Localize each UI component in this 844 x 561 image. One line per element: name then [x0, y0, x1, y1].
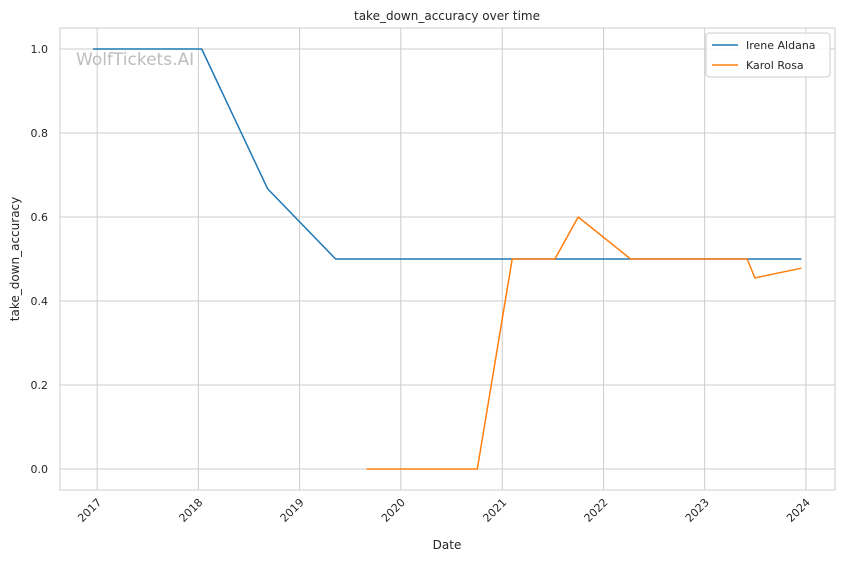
- x-tick-label: 2020: [379, 496, 408, 525]
- y-tick-label: 1.0: [31, 43, 49, 56]
- series-line-1: [366, 216, 802, 470]
- y-tick-label: 0.8: [31, 127, 49, 140]
- x-tick-label: 2018: [176, 496, 205, 525]
- x-tick-label: 2019: [278, 496, 307, 525]
- plot-area: [59, 27, 836, 491]
- legend-label: Karol Rosa: [746, 59, 804, 72]
- legend-box: [705, 32, 831, 78]
- x-tick-label: 2022: [582, 496, 611, 525]
- chart-title: take_down_accuracy over time: [354, 9, 540, 23]
- y-axis: 0.0 0.2 0.4 0.6 0.8 1.0: [31, 43, 49, 476]
- x-tick-label: 2024: [784, 496, 813, 525]
- y-tick-label: 0.4: [31, 295, 49, 308]
- series-lines: [93, 48, 802, 470]
- legend-label: Irene Aldana: [746, 39, 816, 52]
- y-axis-label: take_down_accuracy: [8, 197, 22, 321]
- x-tick-label: 2021: [480, 496, 509, 525]
- y-tick-label: 0.6: [31, 211, 49, 224]
- x-axis-label: Date: [433, 538, 462, 552]
- y-tick-label: 0.0: [31, 463, 49, 476]
- x-tick-label: 2023: [683, 496, 712, 525]
- series-line-0: [93, 48, 802, 260]
- x-tick-label: 2017: [75, 496, 104, 525]
- legend: Irene Aldana Karol Rosa: [705, 32, 831, 78]
- x-axis: 2017 2018 2019 2020 2021 2022 2023 2024: [75, 496, 813, 525]
- y-tick-label: 0.2: [31, 379, 49, 392]
- watermark-text: WolfTickets.AI: [76, 50, 194, 70]
